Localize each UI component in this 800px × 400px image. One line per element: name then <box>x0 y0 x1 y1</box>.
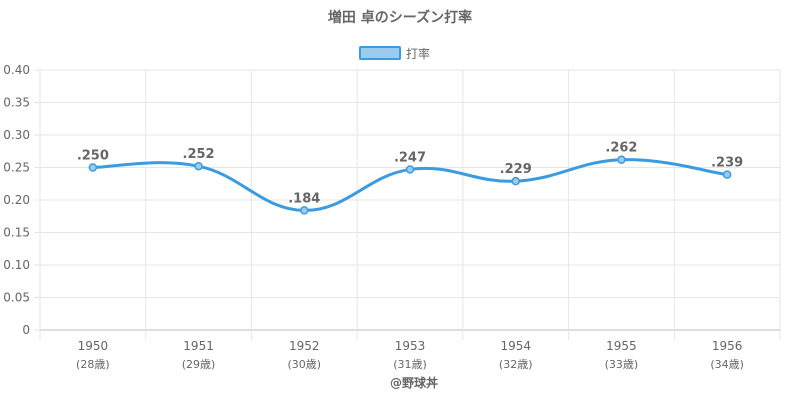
data-labels: .250 .252 .184 .247 .229 .262 .239 <box>77 141 743 207</box>
legend-swatch <box>359 46 401 60</box>
y-tick-label: 0.35 <box>3 96 30 110</box>
x-tick-label: 1955 <box>606 339 637 353</box>
x-tick-label: 1950 <box>78 339 109 353</box>
x-tick-label: 1956 <box>712 339 743 353</box>
data-label: .229 <box>500 162 532 177</box>
legend-label: 打率 <box>406 46 430 61</box>
x-axis-ticks: 1950 (28歳) 1951 (29歳) 1952 (30歳) 1953 (31歳) 1954… <box>76 339 744 371</box>
chart-title: 増田 卓のシーズン打率 <box>328 9 472 26</box>
data-point[interactable] <box>405 165 415 174</box>
data-point[interactable] <box>300 206 309 215</box>
x-tick-sublabel: (32歳) <box>499 358 533 371</box>
x-tick-sublabel: (31歳) <box>393 358 427 371</box>
data-point[interactable] <box>511 176 520 186</box>
x-tick-label: 1953 <box>395 339 426 353</box>
y-tick-label: 0.10 <box>3 258 30 272</box>
data-point[interactable] <box>194 161 203 171</box>
data-label: .250 <box>77 149 109 164</box>
y-tick-label: 0.40 <box>3 63 30 77</box>
x-tick-sublabel: (28歳) <box>76 358 110 371</box>
x-tick-label: 1951 <box>183 339 214 353</box>
y-tick-label: 0.20 <box>3 193 30 207</box>
data-label: .252 <box>183 147 215 162</box>
data-point[interactable] <box>617 155 626 164</box>
legend[interactable]: 打率 <box>359 46 430 61</box>
x-tick-sublabel: (29歳) <box>182 358 216 371</box>
data-points <box>88 155 732 215</box>
grid <box>34 69 781 340</box>
data-label: .184 <box>288 191 320 206</box>
data-point[interactable] <box>88 163 98 172</box>
x-tick-label: 1952 <box>289 339 320 353</box>
y-tick-label: 0.30 <box>3 128 30 142</box>
x-tick-sublabel: (30歳) <box>287 358 321 371</box>
y-tick-label: 0.25 <box>3 161 30 175</box>
credit-text: @野球丼 <box>390 375 438 390</box>
y-axis-ticks: 0 0.05 0.10 0.15 0.20 0.25 0.30 0.35 0.40 <box>3 63 30 337</box>
x-tick-label: 1954 <box>500 339 531 353</box>
y-tick-label: 0.15 <box>3 226 30 240</box>
y-tick-label: 0 <box>22 323 30 337</box>
x-tick-sublabel: (34歳) <box>710 358 744 371</box>
x-tick-sublabel: (33歳) <box>605 358 639 371</box>
data-label: .247 <box>394 150 426 165</box>
data-label: .239 <box>711 156 743 171</box>
data-point[interactable] <box>722 170 732 179</box>
data-label: .262 <box>605 141 637 156</box>
y-tick-label: 0.05 <box>3 291 30 305</box>
